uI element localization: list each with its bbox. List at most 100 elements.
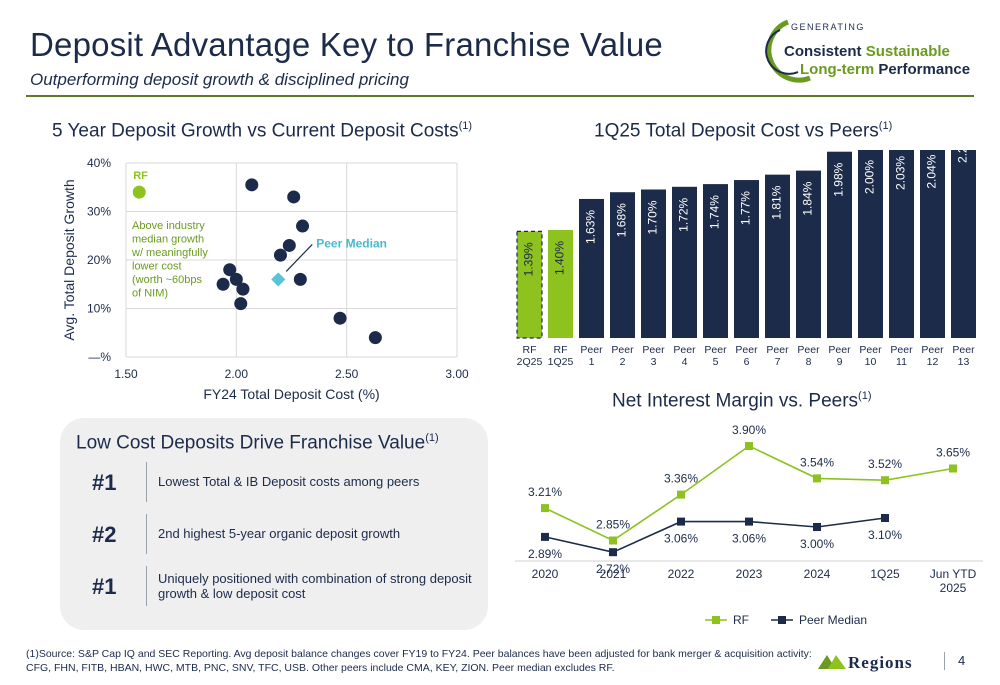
panel-row: #1 Lowest Total & IB Deposit costs among… [60, 462, 488, 506]
rank-badge: #2 [92, 522, 117, 547]
bar-category-label: Peer [611, 344, 634, 356]
regions-brand: Regions [818, 651, 938, 673]
x-tick-label: Jun YTD [930, 567, 977, 581]
legend-label: Peer Median [799, 613, 867, 627]
low-cost-deposits-panel: Low Cost Deposits Drive Franchise Value(… [60, 418, 488, 630]
bar-data-label: 1.77% [739, 191, 753, 225]
logo-line1-a: Consistent [784, 43, 866, 60]
rf-data-label: 3.54% [800, 455, 834, 469]
bar-category-label: Peer [673, 344, 696, 356]
y-tick-label: —% [88, 350, 111, 364]
y-tick-label: 20% [87, 253, 111, 267]
bar-category-label: RF [554, 344, 568, 356]
regions-wordmark: Regions [848, 653, 913, 672]
page-separator [944, 652, 945, 670]
bar-data-label: 1.40% [553, 241, 567, 275]
rf-marker [609, 536, 617, 545]
bar [734, 180, 759, 338]
bar [765, 174, 790, 338]
rank-badge: #1 [92, 470, 117, 495]
row-text: Uniquely positioned with combination of … [158, 571, 472, 601]
bar-category-label: 1Q25 [548, 356, 574, 368]
bar-data-label: 1.39% [522, 242, 536, 276]
rf-data-label: 3.65% [936, 446, 970, 460]
bar [548, 230, 573, 338]
legend-label: RF [733, 613, 749, 627]
bar-data-label: 1.68% [615, 203, 629, 237]
annotation-line: of NIM) [132, 288, 168, 300]
peer-point [245, 178, 259, 192]
scatter-title-text: 5 Year Deposit Growth vs Current Deposit… [52, 120, 459, 142]
bar-category-label: RF [523, 344, 537, 356]
bar-category-label: 1 [589, 356, 595, 368]
bar [889, 150, 914, 338]
bar-data-label: 1.98% [832, 162, 846, 196]
peer-median-marker [881, 514, 889, 522]
peer-median-marker [745, 517, 753, 526]
panel-row: #2 2nd highest 5-year organic deposit gr… [60, 514, 488, 558]
rf-marker [541, 504, 549, 513]
peer-point [216, 277, 230, 291]
bar-category-label: Peer [859, 344, 882, 356]
peer-median-leader [285, 243, 313, 272]
peer-point [282, 238, 296, 252]
bar-category-label: 4 [682, 356, 688, 368]
bar-footnote-mark: (1) [878, 120, 893, 132]
peer-point [333, 311, 347, 325]
annotation-line: lower cost [132, 261, 182, 273]
peer-point [236, 282, 250, 296]
rf-data-label: 3.36% [664, 472, 698, 486]
bar-category-label: 12 [927, 356, 939, 368]
peer-median-point [271, 272, 286, 287]
x-tick-label: 2025 [940, 581, 967, 595]
bar-category-label: 6 [744, 356, 750, 368]
rf-data-label: 2.85% [596, 518, 630, 532]
row-divider [146, 566, 147, 606]
bar-data-label: 1.70% [646, 200, 660, 234]
row-text: 2nd highest 5-year organic deposit growt… [158, 526, 401, 541]
rf-data-label: 3.90% [732, 423, 766, 437]
rf-marker [745, 442, 753, 450]
x-tick-label: 3.00 [445, 367, 469, 381]
peer-point [296, 219, 310, 233]
rf-point-label: RF [133, 170, 148, 182]
bar-category-label: 8 [806, 356, 812, 368]
logo-line1: Consistent Sustainable [784, 43, 950, 60]
bar-category-label: Peer [704, 344, 727, 356]
bar-title-text: 1Q25 Total Deposit Cost vs Peers [594, 120, 879, 142]
bar [920, 150, 945, 338]
bar-category-label: 9 [837, 356, 843, 368]
scatter-footnote-mark: (1) [458, 120, 473, 132]
panel-row: #1 Uniquely positioned with combination … [60, 566, 488, 610]
bar-category-label: Peer [890, 344, 913, 356]
bar-category-label: Peer [766, 344, 789, 356]
bar-category-label: Peer [642, 344, 665, 356]
y-tick-label: 30% [87, 205, 111, 219]
bar-category-label: 2Q25 [517, 356, 543, 368]
peer-median-data-label: 3.00% [800, 537, 834, 551]
bar-data-label: 2.23% [956, 150, 970, 163]
logo-swoosh-icon [765, 19, 811, 83]
row-divider [146, 462, 147, 502]
peer-median-marker [609, 548, 617, 557]
source-footnote: (1)Source: S&P Cap IQ and SEC Reporting.… [26, 648, 812, 674]
row-text: Lowest Total & IB Deposit costs among pe… [158, 474, 420, 489]
legend-marker [778, 616, 786, 624]
peer-point [368, 331, 382, 345]
annotation-line: w/ meaningfully [131, 247, 208, 259]
generating-logo: GENERATING Consistent Sustainable Long-t… [758, 10, 978, 90]
bar-category-label: Peer [828, 344, 851, 356]
bar [796, 170, 821, 338]
bar-data-label: 1.84% [801, 181, 815, 215]
bar-category-label: 10 [865, 356, 877, 368]
bar-data-label: 2.00% [863, 160, 877, 194]
legend-marker [712, 616, 720, 624]
bar-data-label: 1.63% [584, 210, 598, 244]
regions-logo-icon [818, 655, 846, 669]
bar-data-label: 1.81% [770, 185, 784, 219]
rf-marker [677, 490, 685, 499]
rf-data-label: 3.21% [528, 485, 562, 499]
row-divider [146, 514, 147, 554]
panel-footnote-mark: (1) [425, 432, 439, 444]
